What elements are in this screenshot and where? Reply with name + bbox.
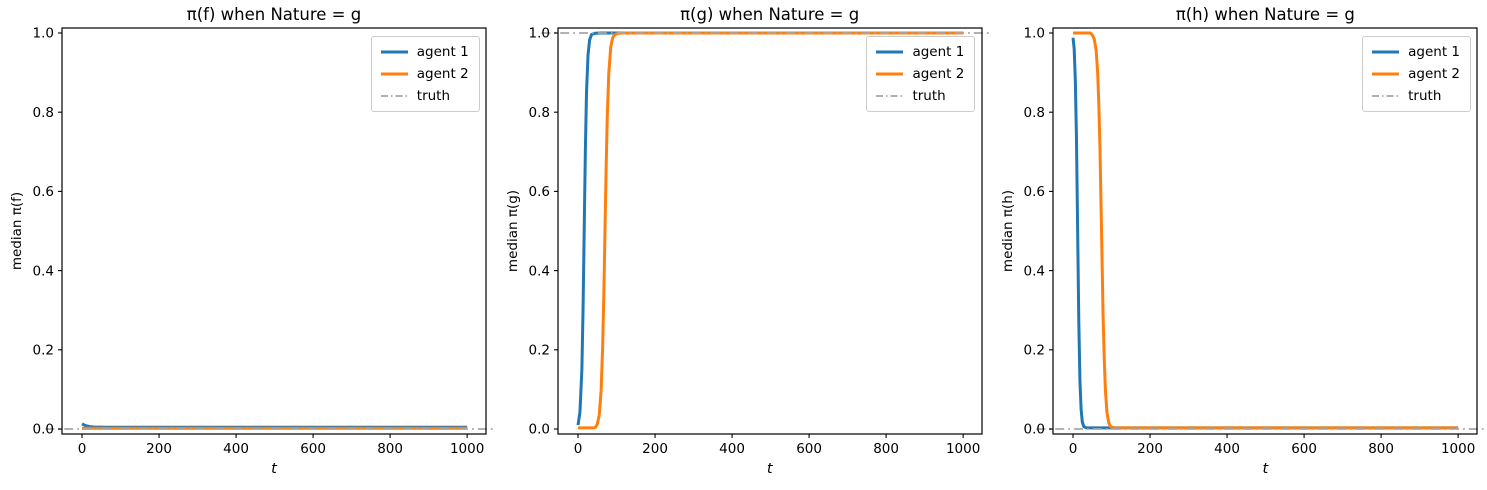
legend: agent 1 agent 2 truth xyxy=(866,36,976,112)
y-tick-label: 0.2 xyxy=(33,343,54,359)
legend-label: agent 2 xyxy=(912,66,965,82)
y-tick-label: 0.6 xyxy=(528,184,549,200)
legend-row-truth: truth xyxy=(380,87,469,105)
legend-label: agent 1 xyxy=(1408,44,1461,60)
legend-swatch-truth xyxy=(1372,95,1400,97)
legend: agent 1 agent 2 truth xyxy=(370,36,480,112)
y-tick-label: 1.0 xyxy=(528,26,549,42)
x-tick-label: 0 xyxy=(573,441,582,457)
x-tick-label: 400 xyxy=(223,441,249,457)
y-tick-label: 1.0 xyxy=(33,26,54,42)
y-tick-label: 0.6 xyxy=(33,184,54,200)
y-tick-label: 0.8 xyxy=(1024,105,1045,121)
axes-spines xyxy=(1052,27,1478,435)
legend-label: agent 1 xyxy=(416,44,469,60)
x-tick-label: 1000 xyxy=(946,441,980,457)
legend-row-agent-1: agent 1 xyxy=(1372,43,1460,61)
x-tick-label: 200 xyxy=(642,441,668,457)
legend-label: truth xyxy=(1408,88,1442,104)
axes-spines xyxy=(61,27,487,435)
legend-label: agent 2 xyxy=(416,66,469,82)
legend-label: truth xyxy=(416,88,451,104)
chart-pi-h: 0 200 400 600 800 1000 0.0 0.2 0.4 0.6 0.8 1.0 π(h)… xyxy=(991,0,1487,490)
legend-swatch-agent-1 xyxy=(876,50,904,54)
axes-spines xyxy=(557,27,983,435)
legend-swatch-agent-2 xyxy=(876,72,904,76)
chart-pi-f: 0 200 400 600 800 1000 0.0 0.2 0.4 0.6 0.8 1.0 π(f)… xyxy=(0,0,496,490)
y-tick-label: 0.0 xyxy=(528,422,549,438)
y-tick-label: 0.2 xyxy=(1024,343,1045,359)
legend-row-truth: truth xyxy=(876,87,964,105)
x-tick-label: 800 xyxy=(1369,441,1395,457)
chart-pi-g: 0 200 400 600 800 1000 0.0 0.2 0.4 0.6 0.8 1.0 π(g)… xyxy=(496,0,992,490)
legend-row-agent-1: agent 1 xyxy=(876,43,964,61)
plot-area: 0 200 400 600 800 1000 0.0 0.2 0.4 0.6 0.8 1.0 xyxy=(528,26,990,457)
x-tick-label: 200 xyxy=(1138,441,1164,457)
y-axis-label: median π(h) xyxy=(1000,189,1017,273)
y-axis-label: median π(f) xyxy=(9,191,25,271)
series-line-agent-2 xyxy=(577,31,963,430)
x-tick-label: 0 xyxy=(78,441,87,457)
x-tick-label: 400 xyxy=(719,441,745,457)
legend-swatch-agent-1 xyxy=(1372,50,1400,54)
y-axis-label: median π(g) xyxy=(504,189,521,273)
x-tick-label: 600 xyxy=(300,441,326,457)
x-tick-label: 1000 xyxy=(450,441,484,457)
series-line-agent-1 xyxy=(576,31,963,426)
x-tick-label: 200 xyxy=(146,441,172,457)
legend-row-agent-2: agent 2 xyxy=(1372,65,1460,83)
y-tick-label: 0.6 xyxy=(1024,184,1045,200)
legend-swatch-agent-1 xyxy=(380,50,408,54)
y-tick-label: 0.8 xyxy=(33,105,54,121)
series-line-agent-1 xyxy=(1071,37,1459,430)
chart-title: π(h) when Nature = g xyxy=(1175,5,1355,24)
x-tick-label: 800 xyxy=(873,441,899,457)
legend-label: agent 1 xyxy=(912,44,965,60)
chart-title: π(f) when Nature = g xyxy=(186,5,362,24)
y-tick-label: 0.4 xyxy=(1024,263,1045,279)
x-axis-label: t xyxy=(271,461,277,477)
plot-area: 0 200 400 600 800 1000 0.0 0.2 0.4 0.6 0.8 1.0 xyxy=(33,26,495,457)
legend-swatch-agent-2 xyxy=(380,72,408,76)
legend-row-agent-1: agent 1 xyxy=(380,43,469,61)
x-tick-label: 600 xyxy=(796,441,822,457)
chart-title: π(g) when Nature = g xyxy=(680,5,860,24)
y-tick-label: 1.0 xyxy=(1024,26,1045,42)
legend-label: truth xyxy=(912,88,946,104)
legend-swatch-truth xyxy=(380,95,408,97)
y-tick-label: 0.4 xyxy=(528,263,549,279)
plot-area: 0 200 400 600 800 1000 0.0 0.2 0.4 0.6 0.8 1.0 xyxy=(1024,26,1486,457)
x-tick-label: 1000 xyxy=(1441,441,1475,457)
legend-swatch-truth xyxy=(876,95,904,97)
y-tick-label: 0.4 xyxy=(33,263,54,279)
legend-row-truth: truth xyxy=(1372,87,1460,105)
x-tick-label: 800 xyxy=(377,441,403,457)
series-line-agent-2 xyxy=(1073,31,1459,430)
legend-row-agent-2: agent 2 xyxy=(876,65,964,83)
x-tick-label: 0 xyxy=(1069,441,1078,457)
y-tick-label: 0.0 xyxy=(33,422,54,438)
x-tick-label: 600 xyxy=(1292,441,1318,457)
legend-label: agent 2 xyxy=(1408,66,1461,82)
legend: agent 1 agent 2 truth xyxy=(1362,36,1472,112)
x-axis-label: t xyxy=(1262,461,1269,477)
x-axis-label: t xyxy=(766,461,773,477)
y-tick-label: 0.8 xyxy=(528,105,549,121)
legend-swatch-agent-2 xyxy=(1372,72,1400,76)
y-tick-label: 0.2 xyxy=(528,343,549,359)
y-tick-label: 0.0 xyxy=(1024,422,1045,438)
x-tick-label: 400 xyxy=(1215,441,1241,457)
legend-row-agent-2: agent 2 xyxy=(380,65,469,83)
